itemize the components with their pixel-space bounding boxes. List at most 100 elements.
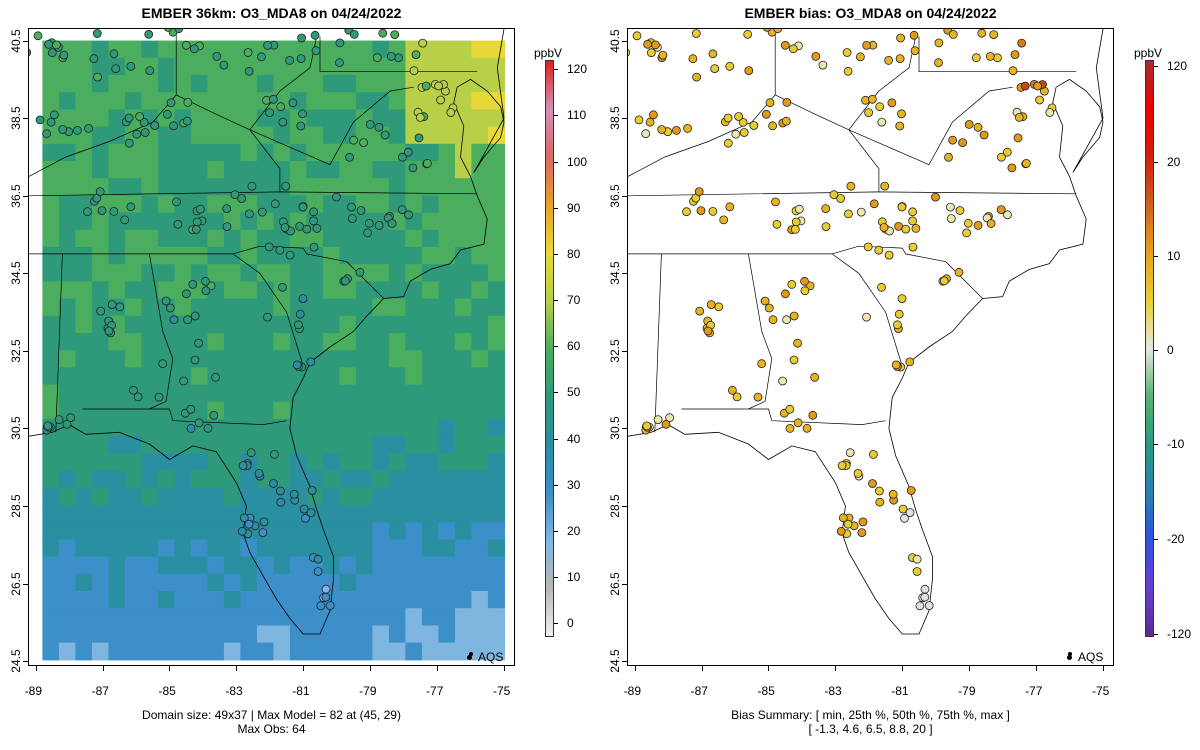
station-marker	[162, 109, 172, 119]
station-marker	[276, 497, 286, 507]
grid-cell	[322, 642, 340, 661]
grid-cell	[454, 333, 472, 351]
grid-cell	[75, 212, 93, 231]
grid-cell	[454, 92, 472, 110]
grid-cell	[174, 126, 192, 145]
colorbar-tick-label: 110	[567, 108, 587, 123]
aqs-stations-left	[29, 29, 458, 611]
y-tick-mark	[23, 661, 28, 663]
grid-cell	[289, 591, 307, 609]
state-border	[29, 94, 177, 177]
station-marker	[364, 218, 374, 228]
station-marker	[29, 48, 32, 57]
grid-cell	[355, 419, 373, 437]
grid-cell	[58, 212, 76, 231]
grid-cell	[471, 505, 489, 523]
grid-cell	[438, 522, 456, 540]
grid-cell	[207, 178, 225, 196]
grid-cell	[471, 556, 489, 575]
station-marker	[96, 306, 106, 316]
x-tick-label: -87	[690, 684, 708, 698]
grid-cell	[421, 625, 439, 644]
grid-cell	[438, 642, 456, 661]
grid-cell	[372, 178, 390, 196]
station-marker	[104, 326, 114, 336]
grid-cell	[487, 178, 505, 196]
station-marker	[764, 303, 774, 313]
grid-cell	[75, 92, 93, 110]
grid-cell	[322, 212, 340, 231]
grid-cell	[75, 625, 93, 644]
station-marker	[174, 29, 184, 34]
grid-cell	[190, 487, 208, 506]
colorbar-tick-label: 0	[1167, 343, 1174, 357]
y-tick-mark	[23, 273, 28, 275]
grid-cell	[223, 143, 241, 162]
left-panel-title: EMBER 36km: O3_MDA8 on 04/24/2022	[141, 5, 402, 21]
grid-cell	[157, 419, 175, 437]
grid-cell	[421, 539, 439, 558]
grid-cell	[289, 556, 307, 575]
grid-cell	[289, 143, 307, 162]
grid-cell	[240, 333, 258, 351]
grid-cell	[339, 539, 357, 558]
y-tick-label: 24.5	[9, 649, 23, 673]
station-marker	[181, 289, 191, 299]
station-marker	[42, 129, 52, 139]
grid-cell	[108, 75, 126, 93]
grid-cell	[306, 436, 324, 454]
grid-cell	[91, 608, 109, 626]
grid-cell	[471, 315, 489, 334]
grid-cell	[240, 161, 258, 179]
grid-cell	[322, 625, 340, 644]
grid-cell	[141, 350, 159, 368]
right-footer-bias-values: [ -1.3, 4.6, 6.5, 8.8, 20 ]	[808, 722, 933, 736]
grid-cell	[372, 539, 390, 558]
station-marker	[760, 296, 770, 306]
grid-cell	[471, 143, 489, 162]
grid-cell	[438, 470, 456, 489]
grid-cell	[355, 591, 373, 609]
station-marker	[708, 49, 718, 59]
grid-cell	[289, 573, 307, 592]
grid-cell	[190, 92, 208, 110]
station-marker	[939, 276, 949, 286]
grid-cell	[190, 126, 208, 145]
station-marker	[415, 113, 425, 122]
station-marker	[285, 55, 295, 65]
grid-cell	[322, 40, 340, 59]
station-marker	[778, 376, 788, 386]
grid-cell	[157, 487, 175, 506]
x-tick-label: -89	[24, 684, 43, 698]
grid-cell	[240, 625, 258, 644]
grid-cell	[141, 556, 159, 575]
x-tick-mark	[35, 666, 37, 671]
grid-cell	[487, 419, 505, 437]
grid-cell	[157, 453, 175, 472]
grid-cell	[438, 212, 456, 231]
grid-cell	[471, 436, 489, 454]
grid-cell	[372, 57, 390, 76]
grid-cell	[322, 522, 340, 540]
grid-cell	[256, 642, 274, 661]
grid-cell	[58, 281, 76, 300]
grid-cell	[355, 573, 373, 592]
grid-cell	[240, 92, 258, 110]
right-footer-bias-summary: Bias Summary: [ min, 25th %, 50th %, 75t…	[731, 708, 1010, 722]
grid-cell	[42, 264, 60, 282]
grid-cell	[207, 505, 225, 523]
grid-cell	[487, 350, 505, 368]
station-marker	[787, 279, 797, 289]
grid-cell	[207, 608, 225, 626]
grid-cell	[372, 419, 390, 437]
station-marker	[190, 311, 200, 321]
grid-cell	[454, 505, 472, 523]
grid-cell	[372, 556, 390, 575]
grid-cell	[454, 298, 472, 317]
grid-cell	[91, 281, 109, 300]
station-marker	[289, 489, 299, 499]
grid-cell	[471, 384, 489, 403]
grid-cell	[141, 40, 159, 59]
station-marker	[126, 202, 136, 212]
colorbar-tick-label: 90	[567, 200, 581, 215]
